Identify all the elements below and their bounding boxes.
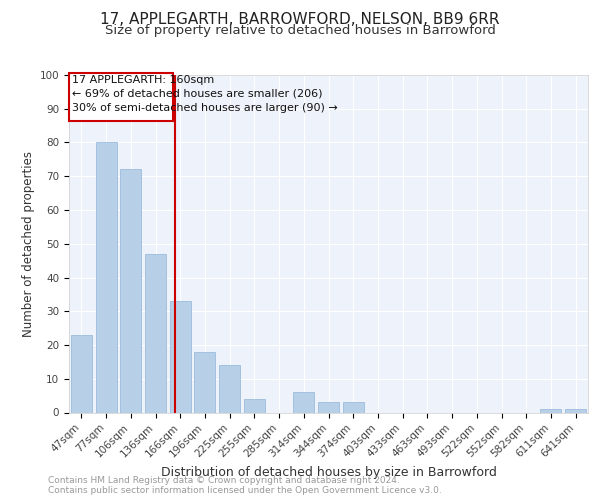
Text: 17, APPLEGARTH, BARROWFORD, NELSON, BB9 6RR: 17, APPLEGARTH, BARROWFORD, NELSON, BB9 …: [100, 12, 500, 28]
Bar: [565, 409, 586, 412]
X-axis label: Distribution of detached houses by size in Barrowford: Distribution of detached houses by size …: [161, 466, 496, 479]
Bar: [318, 402, 339, 412]
Bar: [95, 142, 116, 412]
Bar: [219, 365, 240, 412]
Bar: [244, 399, 265, 412]
FancyBboxPatch shape: [70, 74, 173, 120]
Bar: [120, 170, 141, 412]
Text: Size of property relative to detached houses in Barrowford: Size of property relative to detached ho…: [104, 24, 496, 37]
Y-axis label: Number of detached properties: Number of detached properties: [22, 151, 35, 337]
Bar: [541, 409, 562, 412]
Bar: [293, 392, 314, 412]
Bar: [194, 352, 215, 412]
Bar: [343, 402, 364, 412]
Bar: [170, 301, 191, 412]
Text: Contains HM Land Registry data © Crown copyright and database right 2024.
Contai: Contains HM Land Registry data © Crown c…: [48, 476, 442, 495]
Bar: [71, 335, 92, 412]
Bar: [145, 254, 166, 412]
Text: 17 APPLEGARTH: 160sqm
← 69% of detached houses are smaller (206)
30% of semi-det: 17 APPLEGARTH: 160sqm ← 69% of detached …: [73, 74, 338, 112]
